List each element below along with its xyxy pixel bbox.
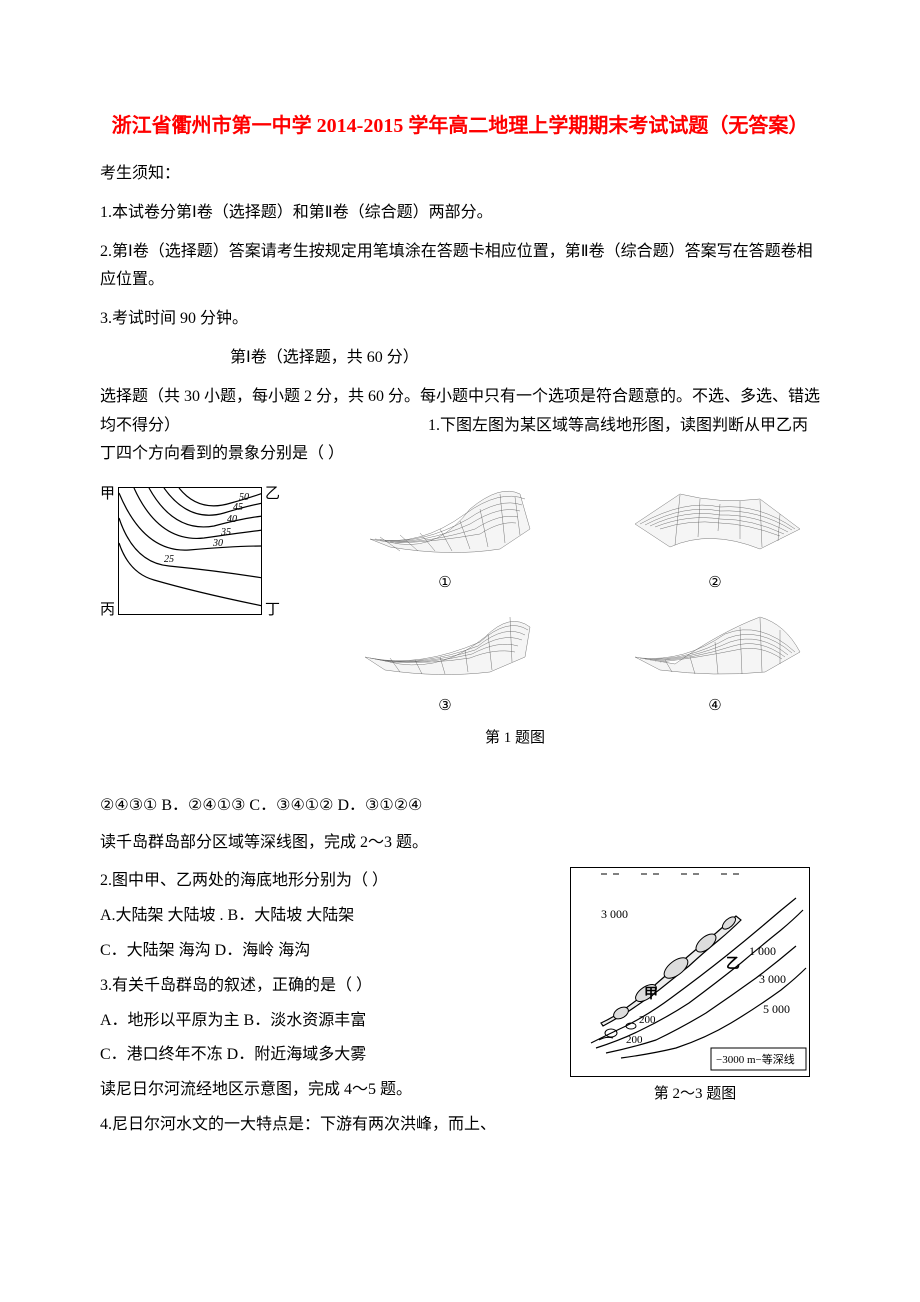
label-yi: 乙 [726, 956, 740, 972]
contour-val-25: 25 [164, 554, 174, 565]
q4-text: 4.尼日尔河水文的一大特点是：下游有两次洪峰，而上、 [100, 1111, 550, 1140]
figure-1-caption: 第 1 题图 [340, 725, 820, 752]
depth-3000-b: 3 000 [759, 972, 786, 986]
terrain-1-svg [350, 479, 540, 559]
figure-2-3-caption: 第 2～3 题图 [570, 1081, 820, 1108]
terrain-4-label: ④ [610, 693, 820, 720]
figure-1-row: 甲 乙 丙 丁 50 45 40 35 30 25 [100, 479, 820, 752]
q3-opts-a: A．地形以平原为主 B．淡水资源丰富 [100, 1007, 550, 1036]
terrain-4-svg [620, 602, 810, 682]
q2-text: 2.图中甲、乙两处的海底地形分别为（ ） [100, 867, 550, 896]
depth-3000-a: 3 000 [601, 907, 628, 921]
instruction-2: 2.第Ⅰ卷（选择题）答案请考生按规定用笔填涂在答题卡相应位置，第Ⅱ卷（综合题）答… [100, 238, 820, 296]
q1-intro-text: 1.下图左图为某区域等高线地形图，读图判断从甲乙丙丁四个方向看到的景象分别是（ … [100, 417, 808, 463]
q3-text: 3.有关千岛群岛的叙述，正确的是（ ） [100, 972, 550, 1001]
q2-opts-a: A.大陆架 大陆坡 . B．大陆坡 大陆架 [100, 902, 550, 931]
instructions-heading: 考生须知： [100, 160, 820, 189]
q2-3-intro: 读千岛群岛部分区域等深线图，完成 2～3 题。 [100, 829, 820, 858]
q1-options: ②④③① B．②④①③ C．③④①② D．③①②④ [100, 792, 820, 821]
contour-val-45: 45 [233, 502, 243, 513]
terrain-3-label: ③ [340, 693, 550, 720]
contour-box: 50 45 40 35 30 25 [118, 487, 262, 615]
corner-tr: 乙 [265, 481, 280, 508]
terrain-4: ④ [610, 602, 820, 720]
contour-svg: 50 45 40 35 30 25 [119, 488, 262, 615]
depth-map-svg: 3 000 1 000 3 000 5 000 200 200 甲 乙 −300… [571, 868, 811, 1078]
q3-opts-b: C．港口终年不冻 D．附近海域多大雾 [100, 1041, 550, 1070]
terrain-2-label: ② [610, 570, 820, 597]
depth-5000: 5 000 [763, 1002, 790, 1016]
instruction-3: 3.考试时间 90 分钟。 [100, 305, 820, 334]
terrain-2-svg [620, 479, 810, 559]
terrain-1-label: ① [340, 570, 550, 597]
q2-opts-b: C．大陆架 海沟 D．海岭 海沟 [100, 937, 550, 966]
depth-map: 3 000 1 000 3 000 5 000 200 200 甲 乙 −300… [570, 867, 810, 1077]
q2-3-right: 3 000 1 000 3 000 5 000 200 200 甲 乙 −300… [570, 867, 820, 1108]
depth-legend: −3000 m−等深线 [716, 1052, 795, 1066]
depth-1000: 1 000 [749, 944, 776, 958]
depth-200-a: 200 [639, 1014, 656, 1026]
instruction-1: 1.本试卷分第Ⅰ卷（选择题）和第Ⅱ卷（综合题）两部分。 [100, 199, 820, 228]
corner-tl: 甲 [100, 481, 115, 508]
corner-br: 丁 [265, 597, 280, 624]
contour-map: 甲 乙 丙 丁 50 45 40 35 30 25 [100, 479, 280, 624]
terrain-3: ③ [340, 602, 550, 720]
contour-val-30: 30 [212, 538, 223, 549]
terrain-1: ① [340, 479, 550, 597]
depth-200-b: 200 [626, 1034, 643, 1046]
part1-intro: 选择题（共 30 小题，每小题 2 分，共 60 分。每小题中只有一个选项是符合… [100, 383, 820, 469]
q4-5-intro: 读尼日尔河流经地区示意图，完成 4～5 题。 [100, 1076, 550, 1105]
contour-val-35: 35 [220, 527, 231, 538]
terrain-grid: ① ② [280, 479, 820, 752]
part1-heading: 第Ⅰ卷（选择题，共 60 分） [100, 344, 820, 373]
corner-bl: 丙 [100, 597, 115, 624]
contour-val-40: 40 [227, 514, 237, 525]
q2-3-left: 2.图中甲、乙两处的海底地形分别为（ ） A.大陆架 大陆坡 . B．大陆坡 大… [100, 867, 550, 1145]
terrain-3-svg [350, 602, 540, 682]
label-jia: 甲 [644, 986, 658, 1002]
q2-3-block: 2.图中甲、乙两处的海底地形分别为（ ） A.大陆架 大陆坡 . B．大陆坡 大… [100, 867, 820, 1145]
document-title: 浙江省衢州市第一中学 2014-2015 学年高二地理上学期期末考试试题（无答案… [100, 110, 820, 142]
terrain-2: ② [610, 479, 820, 597]
